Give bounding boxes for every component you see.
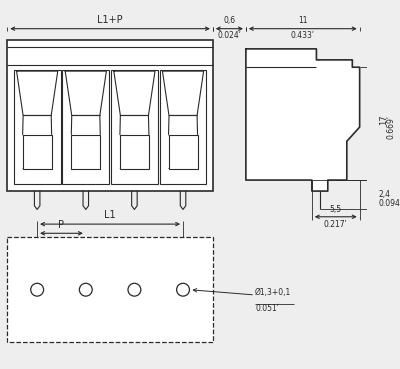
Bar [111,70,158,184]
Text: L1+P: L1+P [97,15,123,25]
Text: P: P [58,220,64,230]
Text: Ø1,3+0,1: Ø1,3+0,1 [255,288,291,297]
Bar [7,237,213,342]
Bar [14,70,60,184]
Bar [160,70,206,184]
Text: 0.024ʹ: 0.024ʹ [218,31,241,41]
Text: 2,4: 2,4 [379,190,391,199]
Text: 0.433ʹ: 0.433ʹ [291,31,315,41]
Bar [71,135,100,169]
Text: 17: 17 [379,115,388,125]
Bar [62,70,109,184]
Text: 0.217ʹ: 0.217ʹ [324,220,348,228]
Text: L1: L1 [104,210,116,220]
Text: 0.094ʹ: 0.094ʹ [379,199,400,207]
Text: 0.669ʹ: 0.669ʹ [386,115,395,139]
Bar [23,135,52,169]
Polygon shape [246,49,360,191]
Bar [168,135,198,169]
Text: 5,5: 5,5 [330,205,342,214]
Bar [120,135,149,169]
Text: 0.051ʹ: 0.051ʹ [255,304,279,313]
Bar [7,40,213,191]
Text: 11: 11 [298,16,308,25]
Text: 0,6: 0,6 [223,16,236,25]
